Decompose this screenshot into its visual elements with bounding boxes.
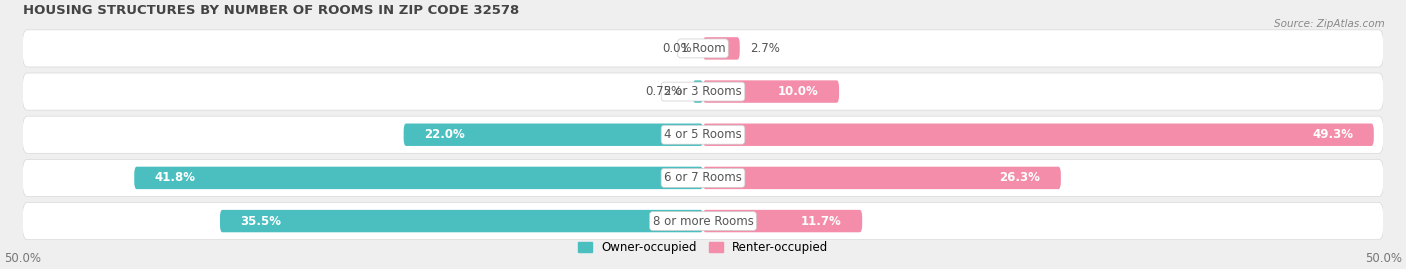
Text: 10.0%: 10.0% (778, 85, 818, 98)
FancyBboxPatch shape (134, 167, 703, 189)
FancyBboxPatch shape (703, 167, 1062, 189)
FancyBboxPatch shape (703, 80, 839, 103)
Text: 1 Room: 1 Room (681, 42, 725, 55)
Text: 4 or 5 Rooms: 4 or 5 Rooms (664, 128, 742, 141)
Text: 2.7%: 2.7% (751, 42, 780, 55)
Text: 6 or 7 Rooms: 6 or 7 Rooms (664, 171, 742, 185)
Legend: Owner-occupied, Renter-occupied: Owner-occupied, Renter-occupied (572, 236, 834, 259)
FancyBboxPatch shape (703, 37, 740, 60)
Text: Source: ZipAtlas.com: Source: ZipAtlas.com (1274, 19, 1385, 29)
Text: 49.3%: 49.3% (1312, 128, 1354, 141)
FancyBboxPatch shape (22, 116, 1384, 153)
FancyBboxPatch shape (22, 30, 1384, 67)
Text: 26.3%: 26.3% (1000, 171, 1040, 185)
FancyBboxPatch shape (703, 210, 862, 232)
Text: 22.0%: 22.0% (425, 128, 465, 141)
Text: 41.8%: 41.8% (155, 171, 195, 185)
FancyBboxPatch shape (693, 80, 703, 103)
Text: HOUSING STRUCTURES BY NUMBER OF ROOMS IN ZIP CODE 32578: HOUSING STRUCTURES BY NUMBER OF ROOMS IN… (22, 4, 519, 17)
FancyBboxPatch shape (22, 159, 1384, 196)
Text: 35.5%: 35.5% (240, 215, 281, 228)
Text: 11.7%: 11.7% (801, 215, 842, 228)
FancyBboxPatch shape (219, 210, 703, 232)
Text: 8 or more Rooms: 8 or more Rooms (652, 215, 754, 228)
FancyBboxPatch shape (22, 73, 1384, 110)
Text: 0.0%: 0.0% (662, 42, 692, 55)
Text: 0.75%: 0.75% (645, 85, 682, 98)
FancyBboxPatch shape (404, 123, 703, 146)
FancyBboxPatch shape (22, 203, 1384, 240)
FancyBboxPatch shape (703, 123, 1374, 146)
Text: 2 or 3 Rooms: 2 or 3 Rooms (664, 85, 742, 98)
